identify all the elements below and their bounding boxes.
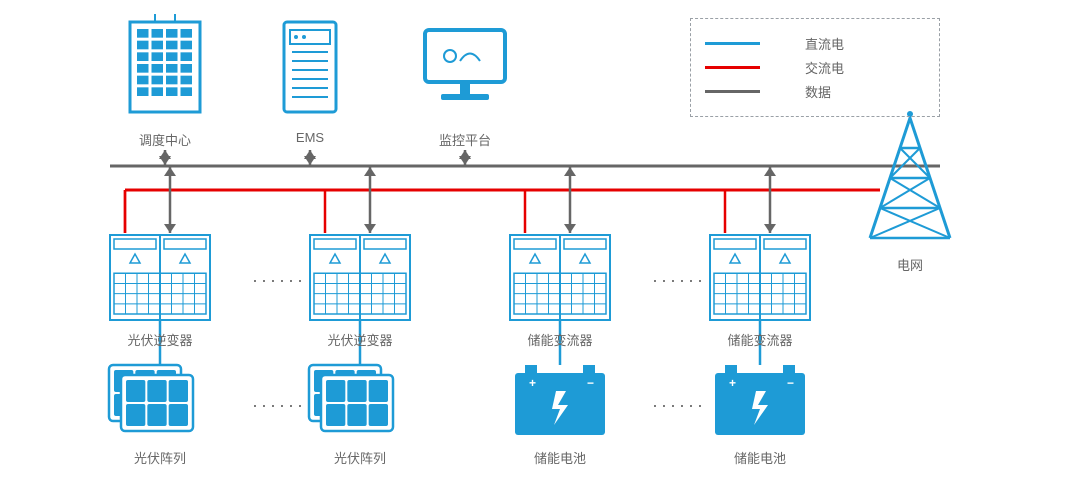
- svg-text:−: −: [587, 376, 594, 390]
- svg-text:+: +: [729, 376, 736, 390]
- svg-text:−: −: [787, 376, 794, 390]
- label-es-inverter-1: 储能变流器: [500, 330, 620, 349]
- legend-label-ac: 交流电: [805, 58, 844, 77]
- legend-label-data: 数据: [805, 82, 831, 101]
- legend-line-data: [705, 90, 760, 93]
- diagram-canvas: + − + − 直流电 交流电 数据 调度中心 EMS 监控平台 电网 光伏逆变器 光…: [0, 0, 1069, 500]
- ellipsis-icon: ······: [652, 395, 706, 416]
- label-ems: EMS: [260, 130, 360, 145]
- label-battery-2: 储能电池: [700, 448, 820, 467]
- label-pv-array-2: 光伏阵列: [300, 448, 420, 467]
- label-dispatch: 调度中心: [115, 130, 215, 149]
- ellipsis-icon: ······: [252, 395, 306, 416]
- label-battery-1: 储能电池: [500, 448, 620, 467]
- label-pv-inverter-2: 光伏逆变器: [300, 330, 420, 349]
- ellipsis-icon: ······: [652, 270, 706, 291]
- svg-text:+: +: [529, 376, 536, 390]
- legend-box: 直流电 交流电 数据: [690, 18, 940, 117]
- ellipsis-icon: ······: [252, 270, 306, 291]
- label-es-inverter-2: 储能变流器: [700, 330, 820, 349]
- label-pv-inverter-1: 光伏逆变器: [100, 330, 220, 349]
- label-grid: 电网: [860, 255, 960, 274]
- legend-line-ac: [705, 66, 760, 69]
- legend-row-data: 数据: [705, 82, 921, 101]
- legend-label-dc: 直流电: [805, 34, 844, 53]
- label-pv-array-1: 光伏阵列: [100, 448, 220, 467]
- legend-line-dc: [705, 42, 760, 45]
- label-monitor: 监控平台: [415, 130, 515, 149]
- legend-row-ac: 交流电: [705, 58, 921, 77]
- legend-row-dc: 直流电: [705, 34, 921, 53]
